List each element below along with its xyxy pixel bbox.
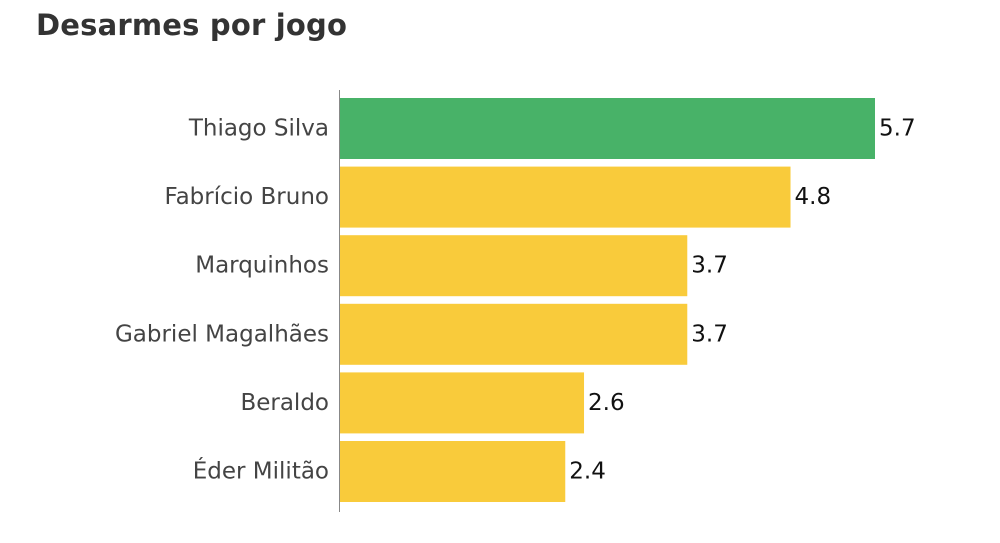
bars-group [340, 98, 875, 502]
category-label: Thiago Silva [188, 116, 329, 142]
value-label: 3.7 [691, 253, 728, 279]
value-label: 5.7 [879, 116, 916, 142]
bar [340, 166, 791, 228]
value-label: 4.8 [795, 184, 832, 210]
bar [340, 441, 566, 502]
value-label: 3.7 [691, 321, 728, 347]
category-label: Gabriel Magalhães [115, 321, 329, 347]
bar [340, 303, 688, 365]
bar [340, 235, 688, 297]
bar [340, 98, 875, 159]
value-label: 2.4 [569, 459, 606, 485]
category-label: Éder Militão [193, 457, 329, 485]
value-labels-group: 5.7 4.8 3.7 3.7 2.6 2.4 [569, 116, 915, 485]
chart-title: Desarmes por jogo [36, 8, 348, 42]
category-label: Fabrício Bruno [164, 184, 329, 210]
value-label: 2.6 [588, 390, 625, 416]
category-label: Beraldo [240, 390, 329, 416]
category-labels-group: Thiago Silva Fabrício Bruno Marquinhos Gabr… [115, 116, 329, 485]
bar [340, 372, 585, 434]
category-label: Marquinhos [195, 253, 329, 279]
